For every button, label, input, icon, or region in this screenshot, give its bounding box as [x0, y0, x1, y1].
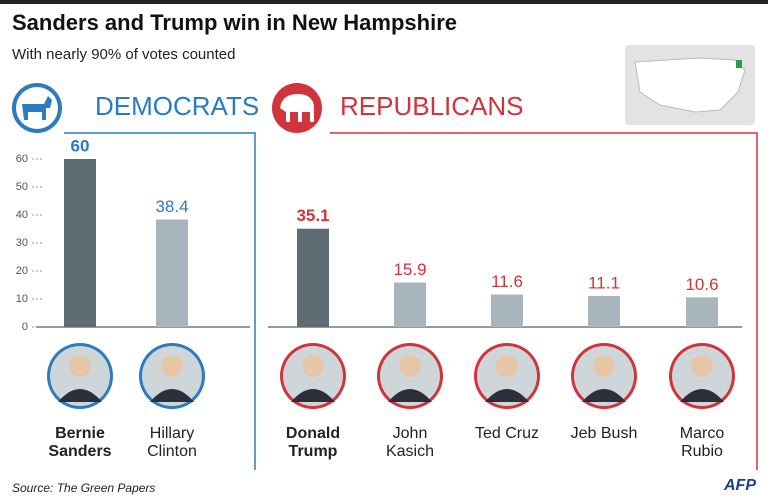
bar [588, 295, 620, 327]
y-tick-label: 30 [16, 237, 28, 249]
us-map [625, 45, 755, 125]
frame [330, 132, 758, 470]
logo: AFP [723, 477, 756, 494]
candidate-name: Hillary Clinton [147, 425, 197, 460]
party-title: DEMOCRATS [95, 91, 259, 121]
candidate-name: Marco Rubio [679, 425, 725, 460]
frame [64, 132, 256, 470]
value-label: 11.6 [491, 272, 523, 291]
bar [394, 282, 426, 327]
candidate-name: John Kasich [385, 425, 435, 460]
candidate-photo [474, 343, 540, 409]
party-title: REPUBLICANS [340, 91, 524, 121]
subtitle: With nearly 90% of votes counted [12, 46, 235, 63]
democrat-icon [12, 83, 62, 133]
candidate-photo [139, 343, 205, 409]
top-bar [0, 0, 768, 4]
y-tick-label: 50 [16, 181, 28, 193]
value-label: 60 [71, 136, 90, 155]
value-label: 11.1 [588, 273, 620, 292]
title: Sanders and Trump win in New Hampshire [12, 10, 457, 35]
y-tick-label: 10 [16, 293, 28, 305]
candidate-photo [280, 343, 346, 409]
value-label: 15.9 [393, 260, 426, 279]
value-label: 10.6 [685, 275, 718, 294]
bar [686, 297, 718, 327]
candidate-name: Bernie Sanders [48, 425, 112, 460]
y-tick-label: 20 [16, 265, 28, 277]
candidate-photo [47, 343, 113, 409]
candidate-name: Jeb Bush [570, 425, 638, 442]
candidate-name: Donald Trump [285, 425, 341, 460]
bar [64, 159, 96, 327]
bar [156, 219, 188, 327]
candidate-photo [669, 343, 735, 409]
candidate-photo [377, 343, 443, 409]
y-tick-label: 40 [16, 209, 28, 221]
bar [491, 294, 523, 327]
y-tick-label: 60 [16, 153, 28, 165]
bar [297, 228, 329, 327]
source: Source: The Green Papers [12, 481, 155, 495]
y-tick-label: 0 [22, 321, 28, 333]
value-label: 38.4 [155, 197, 188, 216]
candidate-name: Ted Cruz [474, 425, 540, 442]
candidate-photo [571, 343, 637, 409]
value-label: 35.1 [296, 206, 329, 225]
republican-icon [272, 83, 322, 133]
